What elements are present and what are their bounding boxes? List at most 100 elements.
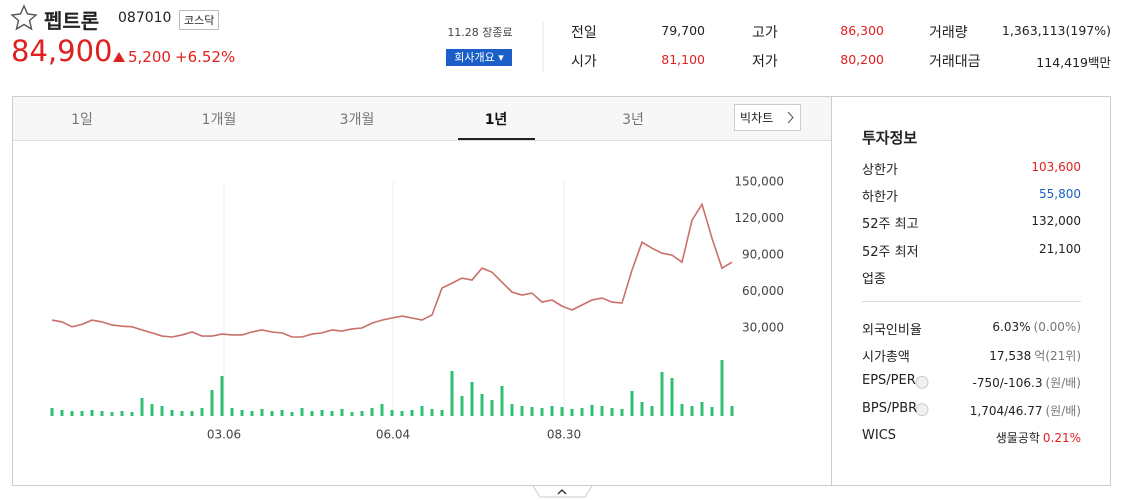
invest-label: 52주 최저 [862, 244, 919, 260]
volume-bar [670, 378, 674, 416]
company-button[interactable]: 회사개요 ▾ [446, 49, 512, 66]
chevron [787, 111, 794, 124]
volume-bar [360, 411, 364, 416]
volume-bar [150, 404, 154, 416]
volume-bar [450, 371, 454, 416]
invest-label: BPS/PBR [862, 400, 918, 416]
big-chart-button[interactable] [734, 104, 801, 131]
volume-bar [310, 411, 314, 416]
volume-bar [560, 407, 564, 416]
y-tick-label: 120,000 [734, 211, 784, 225]
invest-value: 생물공학 0.21% [996, 429, 1081, 446]
period-tab[interactable]: 1개월 [201, 112, 237, 128]
quote-value: 80,200 [840, 52, 884, 67]
volume-bar [290, 412, 294, 416]
value-main: 17,538 [989, 349, 1032, 364]
volume-bar [540, 408, 544, 416]
market-status: 11.28 장종료 [447, 26, 513, 39]
invest-label: 상한가 [862, 163, 898, 178]
invest-value: 6.03% (0.00%) [992, 320, 1081, 334]
help-icon[interactable] [915, 375, 929, 389]
value-sub: (0.00%) [1033, 320, 1081, 334]
stock-name: 펩트론 [44, 9, 100, 33]
y-tick-label: 150,000 [734, 175, 784, 189]
quote-label: 시가 [571, 54, 597, 70]
invest-label: 업종 [862, 271, 886, 287]
quote-label: 거래대금 [929, 54, 981, 70]
invest-label: 52주 최고 [862, 217, 919, 233]
volume-bar [660, 372, 664, 416]
volume-bar [490, 400, 494, 416]
volume-bar [680, 404, 684, 416]
quote-value: 86,300 [840, 23, 884, 38]
volume-bar [230, 408, 234, 416]
change: 5,200 [128, 48, 171, 66]
invest-value: -750/-106.3 (원/배) [973, 374, 1081, 391]
y-tick-label: 90,000 [742, 248, 784, 262]
invest-title: 투자정보 [862, 129, 918, 147]
volume-bar [200, 408, 204, 416]
value-main: 1,704/46.77 [969, 403, 1043, 418]
quote-value: 79,700 [661, 23, 705, 38]
volume-bar [600, 406, 604, 416]
collapse-icon [557, 489, 567, 495]
value-main: 6.03% [992, 320, 1031, 334]
volume-bar [620, 409, 624, 416]
volume-bar [260, 409, 264, 416]
volume-bar [420, 406, 424, 416]
volume-bar [210, 390, 214, 416]
period-tab[interactable]: 1년 [484, 112, 508, 128]
quote-label: 저가 [752, 54, 778, 70]
quote-value: 1,363,113(197%) [1001, 23, 1111, 38]
volume-bar [240, 410, 244, 416]
period-tab[interactable]: 1일 [71, 112, 93, 128]
volume-bar [530, 407, 534, 416]
volume-bar [170, 410, 174, 416]
tab-bar [13, 97, 831, 140]
volume-bar [610, 408, 614, 416]
volume-bar [370, 408, 374, 416]
volume-bar [50, 408, 54, 416]
quote-label: 고가 [752, 25, 778, 41]
help-icon[interactable] [915, 403, 929, 417]
up-arrow [113, 52, 125, 62]
volume-bar [140, 398, 144, 416]
volume-bar [250, 411, 254, 416]
volume-bar [330, 411, 334, 416]
volume-bar [60, 410, 64, 416]
volume-bar [570, 409, 574, 416]
x-tick-label: 03.06 [207, 428, 241, 442]
big-chart-label: 빅차트 [740, 111, 774, 125]
change-rate: +6.52% [175, 48, 236, 66]
period-tab[interactable]: 3년 [622, 112, 644, 128]
volume-bar [220, 376, 224, 416]
price-line [51, 202, 733, 338]
value-main: -750/-106.3 [972, 376, 1043, 391]
volume-bar [480, 394, 484, 416]
volume-bar [720, 360, 724, 416]
invest-label: WICS [862, 427, 897, 443]
invest-label: 시가총액 [862, 350, 910, 366]
period-tab[interactable]: 3개월 [339, 112, 375, 128]
collapse-tab[interactable] [532, 485, 593, 498]
volume-bar [80, 411, 84, 416]
invest-label: 외국인비율 [862, 323, 922, 338]
volume-bar [180, 411, 184, 416]
volume-bar [580, 408, 584, 416]
volume-bar [320, 410, 324, 416]
volume-bar [190, 411, 194, 416]
market-badge: 코스닥 [179, 10, 220, 30]
volume-bar [700, 402, 704, 416]
quote-label: 거래량 [929, 25, 968, 41]
volume-bar [160, 406, 164, 416]
invest-value: 1,704/46.77 (원/배) [970, 402, 1081, 419]
quote-value: 81,100 [661, 52, 705, 67]
volume-bar [110, 412, 114, 416]
volume-bar [640, 402, 644, 416]
favorite-star[interactable] [10, 4, 38, 31]
invest-value: 55,800 [1039, 187, 1081, 202]
volume-bar [70, 411, 74, 416]
volume-bar [500, 386, 504, 416]
